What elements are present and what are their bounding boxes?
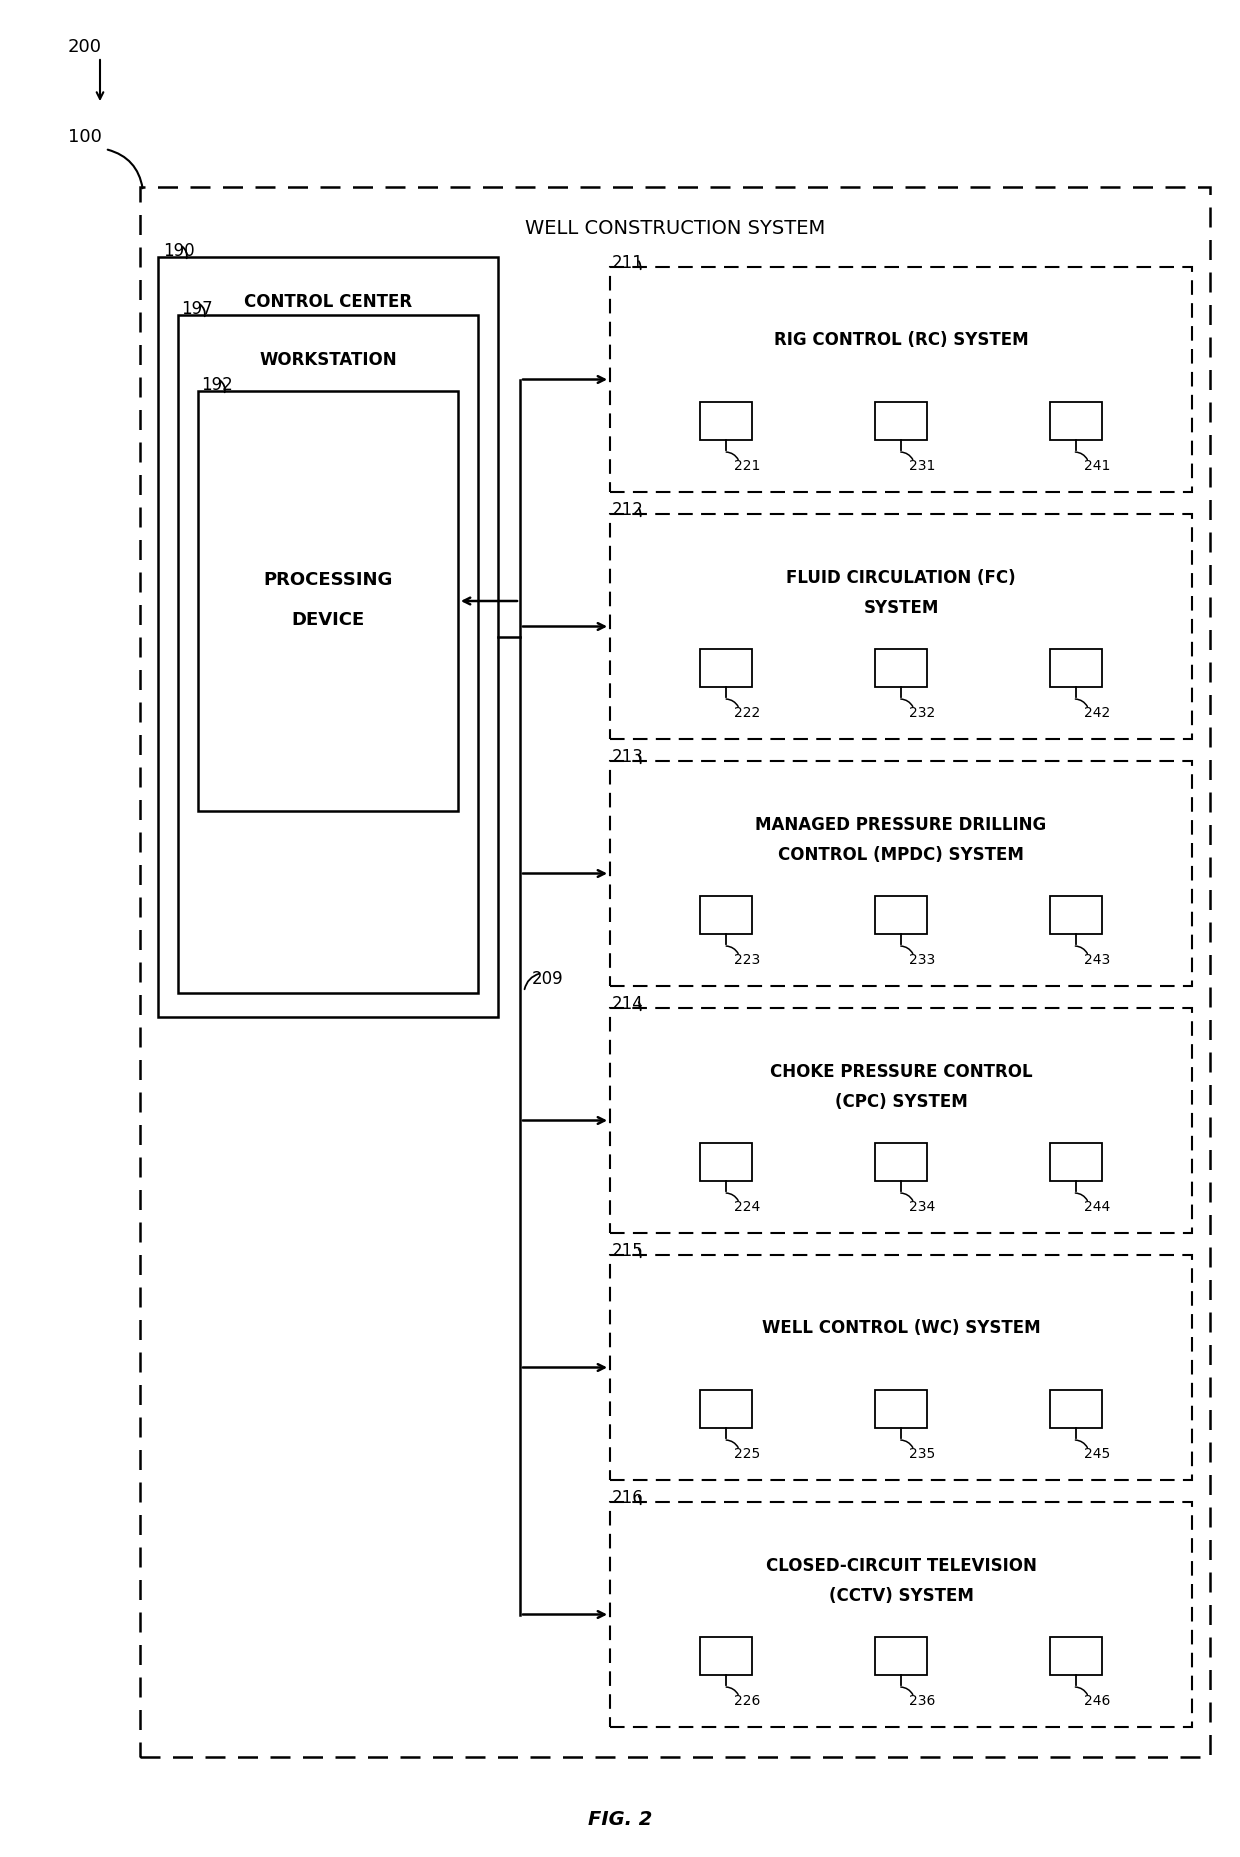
Text: 234: 234 (909, 1200, 935, 1213)
Bar (875, 1638, 928, 1675)
Bar (179, 316, 477, 993)
Text: 231: 231 (909, 459, 935, 474)
Text: 242: 242 (1084, 706, 1110, 721)
Text: 224: 224 (734, 1200, 760, 1213)
Text: (CCTV) SYSTEM: (CCTV) SYSTEM (828, 1586, 973, 1604)
Bar (875, 403, 928, 440)
Text: 209: 209 (532, 969, 564, 988)
Bar (701, 1391, 753, 1428)
Text: 216: 216 (613, 1487, 644, 1506)
Text: CHOKE PRESSURE CONTROL: CHOKE PRESSURE CONTROL (770, 1062, 1033, 1081)
Text: 221: 221 (734, 459, 761, 474)
Text: 100: 100 (68, 128, 102, 147)
Bar (610, 1008, 1192, 1233)
Text: WORKSTATION: WORKSTATION (259, 351, 397, 370)
Text: 222: 222 (734, 706, 760, 721)
Text: (CPC) SYSTEM: (CPC) SYSTEM (835, 1092, 967, 1110)
Text: 223: 223 (734, 953, 760, 966)
Text: DEVICE: DEVICE (291, 611, 365, 630)
Bar (701, 650, 753, 687)
Text: CONTROL CENTER: CONTROL CENTER (244, 293, 412, 310)
Text: 211: 211 (613, 254, 644, 271)
Bar (1049, 1391, 1101, 1428)
Text: 213: 213 (613, 748, 644, 765)
Bar (1049, 403, 1101, 440)
Bar (1049, 897, 1101, 934)
Bar (610, 1502, 1192, 1727)
Text: 212: 212 (613, 501, 644, 518)
Text: RIG CONTROL (RC) SYSTEM: RIG CONTROL (RC) SYSTEM (774, 331, 1028, 349)
Text: 244: 244 (1084, 1200, 1110, 1213)
Text: 200: 200 (68, 37, 102, 56)
Text: 197: 197 (181, 299, 212, 318)
Bar (157, 258, 498, 1018)
Text: CONTROL (MPDC) SYSTEM: CONTROL (MPDC) SYSTEM (777, 845, 1024, 864)
Text: 236: 236 (909, 1694, 935, 1707)
Text: 192: 192 (201, 375, 233, 394)
Text: 243: 243 (1084, 953, 1110, 966)
Text: 232: 232 (909, 706, 935, 721)
Bar (140, 188, 1210, 1757)
Bar (701, 897, 753, 934)
Text: WELL CONTROL (WC) SYSTEM: WELL CONTROL (WC) SYSTEM (761, 1318, 1040, 1337)
Text: MANAGED PRESSURE DRILLING: MANAGED PRESSURE DRILLING (755, 815, 1047, 834)
Bar (610, 761, 1192, 986)
Text: 235: 235 (909, 1447, 935, 1460)
Text: SYSTEM: SYSTEM (863, 598, 939, 617)
Bar (198, 392, 458, 812)
Text: WELL CONSTRUCTION SYSTEM: WELL CONSTRUCTION SYSTEM (525, 219, 825, 238)
Bar (701, 1638, 753, 1675)
Bar (875, 1144, 928, 1181)
Text: 214: 214 (613, 995, 644, 1012)
Bar (1049, 650, 1101, 687)
Bar (875, 1391, 928, 1428)
Text: 245: 245 (1084, 1447, 1110, 1460)
Text: 233: 233 (909, 953, 935, 966)
Text: 215: 215 (613, 1240, 644, 1259)
Bar (701, 1144, 753, 1181)
Bar (610, 1255, 1192, 1480)
Bar (1049, 1144, 1101, 1181)
Text: 225: 225 (734, 1447, 760, 1460)
Text: 226: 226 (734, 1694, 761, 1707)
Text: 246: 246 (1084, 1694, 1110, 1707)
Bar (875, 897, 928, 934)
Bar (701, 403, 753, 440)
Bar (610, 514, 1192, 739)
Text: 190: 190 (162, 241, 195, 260)
Text: CLOSED-CIRCUIT TELEVISION: CLOSED-CIRCUIT TELEVISION (765, 1556, 1037, 1575)
Bar (610, 267, 1192, 492)
Text: 241: 241 (1084, 459, 1110, 474)
Text: FIG. 2: FIG. 2 (588, 1809, 652, 1829)
Bar (1049, 1638, 1101, 1675)
Text: PROCESSING: PROCESSING (263, 570, 393, 589)
Text: FLUID CIRCULATION (FC): FLUID CIRCULATION (FC) (786, 568, 1016, 587)
Bar (875, 650, 928, 687)
